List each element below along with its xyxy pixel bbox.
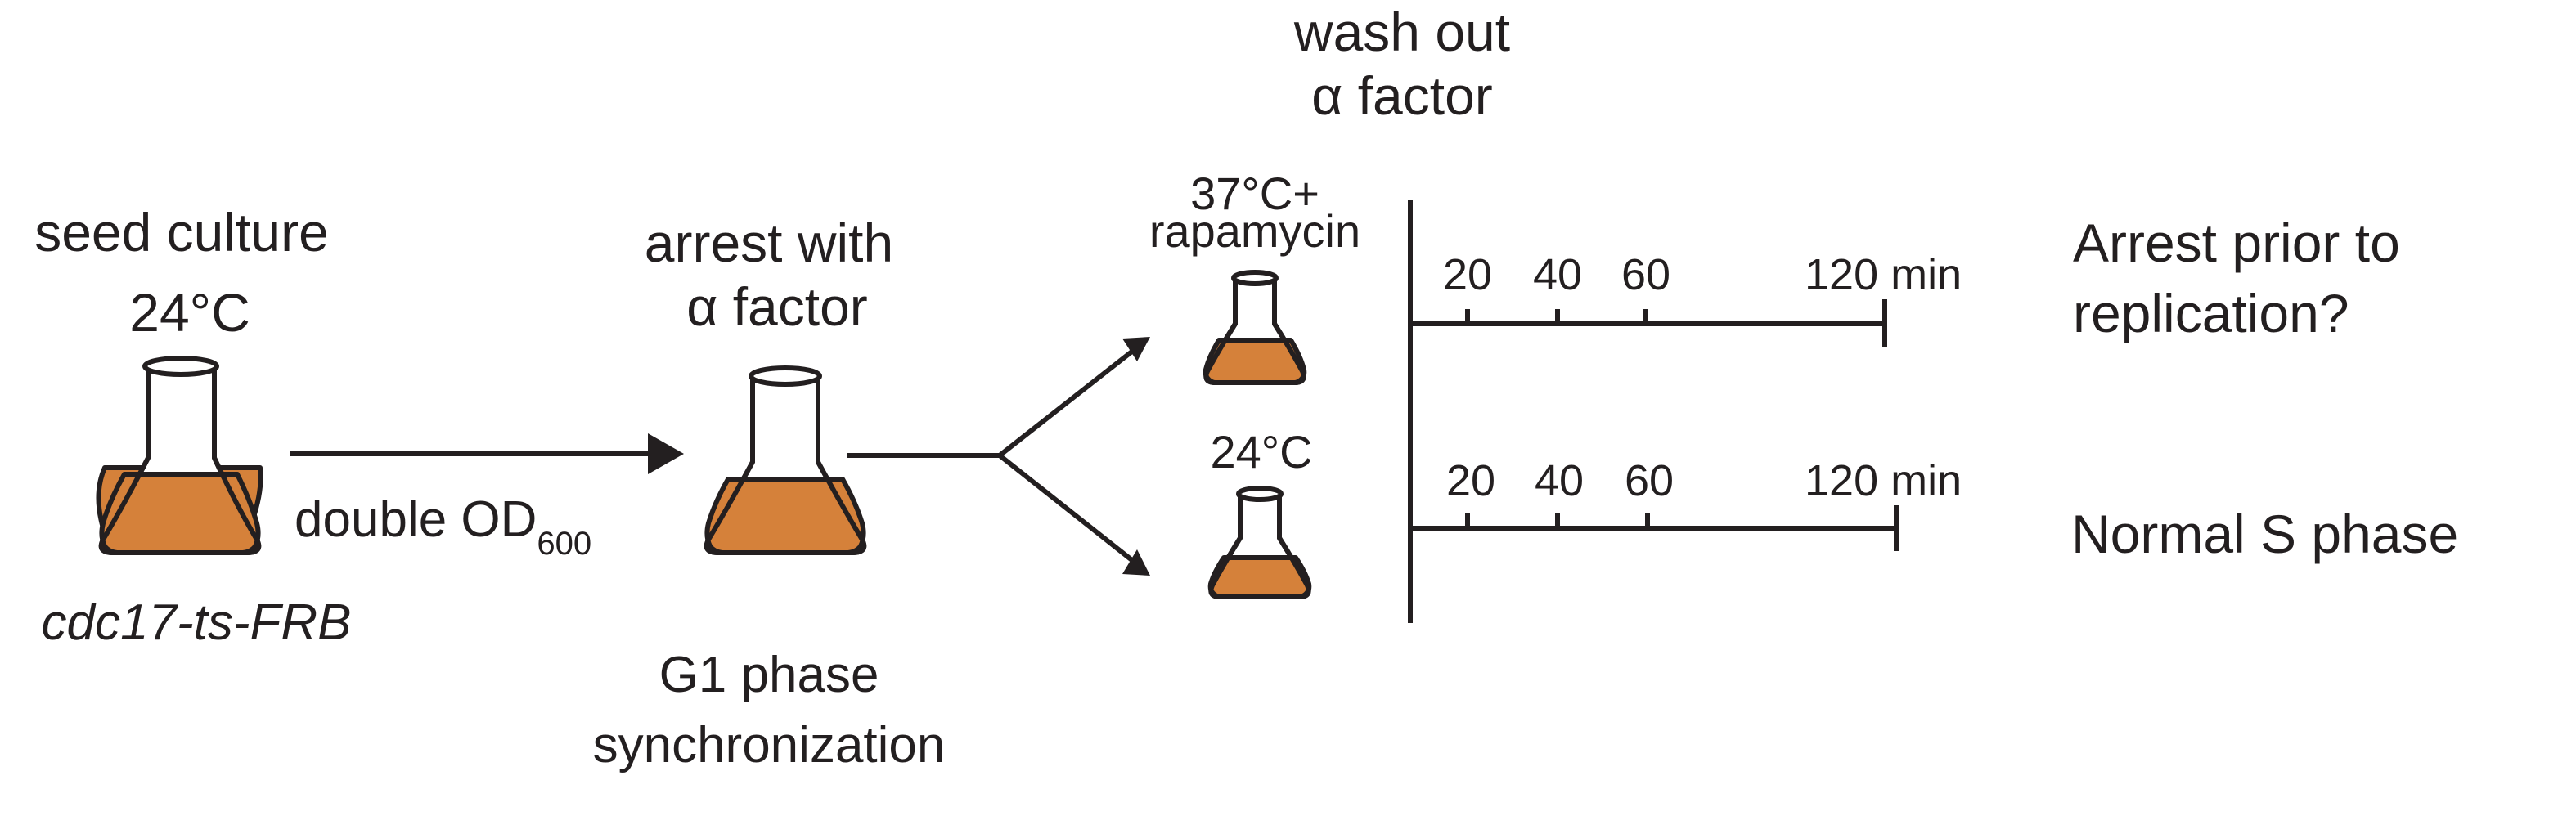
- timeline1-tick-40: 40: [1533, 250, 1582, 299]
- timeline2-tick-60: 60: [1625, 456, 1674, 505]
- arrest-flask-icon: [704, 365, 867, 555]
- condition1-label-line2: rapamycin: [1149, 205, 1360, 257]
- transfer-subscript: 600: [537, 526, 591, 562]
- split-lower-arrowhead: [1122, 549, 1150, 576]
- timeline1-tick-120: 120 min: [1805, 250, 1962, 299]
- seed-title-line1: seed culture: [34, 202, 329, 262]
- split-lower-branch: [998, 453, 1139, 567]
- timeline-2: [1410, 505, 1899, 551]
- timeline1-tick-20: 20: [1443, 250, 1492, 299]
- seed-title-line2: 24°C: [129, 282, 250, 343]
- seed-flask-icon: [96, 356, 263, 555]
- condition1-flask-icon: [1203, 270, 1307, 385]
- condition2-flask-icon: [1207, 486, 1312, 599]
- timeline-1: [1410, 299, 1887, 347]
- arrest-title-line2: α factor: [686, 276, 868, 337]
- arrest-title-line1: arrest with: [645, 213, 893, 273]
- strain-name: cdc17-ts-FRB: [42, 594, 352, 651]
- split-upper-arrowhead: [1122, 337, 1150, 361]
- timeline2-tick-120: 120 min: [1805, 456, 1962, 505]
- wash-title-line2: α factor: [1311, 65, 1493, 126]
- split-upper-branch: [998, 345, 1139, 458]
- condition2-label-line1: 24°C: [1210, 426, 1312, 477]
- transfer-arrowhead: [648, 433, 684, 474]
- outcome1-line1: Arrest prior to: [2073, 213, 2400, 273]
- timeline2-tick-40: 40: [1535, 456, 1584, 505]
- wash-title-line1: wash out: [1293, 2, 1510, 62]
- condition1-label-line1: 37°C+: [1190, 168, 1319, 219]
- timeline2-tick-20: 20: [1446, 456, 1495, 505]
- transfer-label: double OD600: [294, 491, 591, 562]
- arrest-caption-line1: G1 phase: [659, 647, 879, 703]
- timeline1-tick-60: 60: [1621, 250, 1670, 299]
- outcome1-line2: replication?: [2073, 283, 2349, 343]
- outcome2-line1: Normal S phase: [2071, 504, 2458, 564]
- arrest-caption-line2: synchronization: [593, 717, 946, 773]
